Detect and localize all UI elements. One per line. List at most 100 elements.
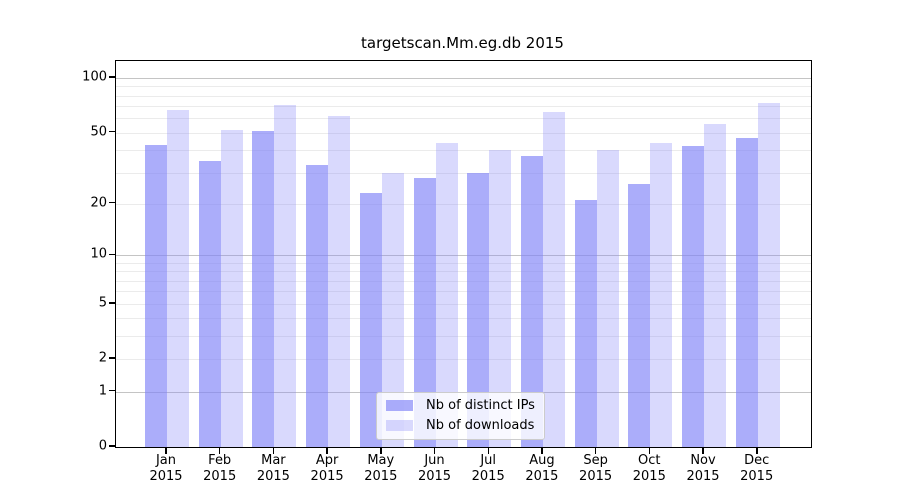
x-tick-mark-nov bbox=[702, 447, 704, 454]
x-tick-year: 2015 bbox=[364, 469, 398, 484]
minor-gridline-40 bbox=[116, 150, 811, 152]
y-tick-mark-10 bbox=[109, 253, 115, 256]
legend-swatch-distinct-ips bbox=[386, 400, 413, 411]
y-tick-mark-20 bbox=[109, 201, 115, 204]
x-tick-year: 2015 bbox=[579, 469, 613, 484]
minor-gridline-4 bbox=[116, 318, 811, 320]
x-tick-month: Jul bbox=[480, 453, 497, 468]
minor-gridline-9 bbox=[116, 262, 811, 264]
bar-ips-sep bbox=[574, 199, 597, 447]
minor-gridline-7 bbox=[116, 280, 811, 282]
minor-gridline-60 bbox=[116, 118, 811, 120]
bar-downloads-jan bbox=[167, 109, 189, 447]
minor-gridline-80 bbox=[116, 95, 811, 97]
bar-downloads-jun bbox=[435, 142, 458, 447]
y-tick-label-20: 20 bbox=[90, 195, 107, 211]
y-tick-label-5: 5 bbox=[98, 295, 107, 311]
x-tick-month: Dec bbox=[744, 453, 770, 468]
bar-ips-jul bbox=[467, 172, 490, 447]
legend-item-downloads: Nb of downloads bbox=[386, 418, 535, 433]
x-tick-month: Aug bbox=[529, 453, 555, 468]
x-tick-label-oct: Oct 2015 bbox=[617, 453, 681, 485]
x-tick-label-mar: Mar 2015 bbox=[241, 453, 305, 485]
y-tick-mark-1 bbox=[109, 389, 115, 392]
x-tick-month: Mar bbox=[261, 453, 286, 468]
x-tick-mark-apr bbox=[326, 447, 328, 454]
minor-gridline-6 bbox=[116, 291, 811, 293]
bar-ips-apr bbox=[306, 165, 329, 447]
bar-downloads-jul bbox=[489, 150, 512, 447]
x-tick-label-jun: Jun 2015 bbox=[403, 453, 467, 485]
x-tick-year: 2015 bbox=[417, 469, 452, 484]
y-tick-label-10: 10 bbox=[90, 246, 107, 262]
x-tick-month: Oct bbox=[638, 453, 661, 468]
gridline-5 bbox=[116, 303, 811, 305]
bar-downloads-nov bbox=[704, 123, 726, 447]
legend-label-downloads: Nb of downloads bbox=[426, 418, 535, 433]
legend: Nb of distinct IPs Nb of downloads bbox=[376, 392, 545, 440]
bar-downloads-apr bbox=[328, 115, 351, 447]
y-tick-mark-50 bbox=[109, 130, 115, 133]
x-tick-year: 2015 bbox=[632, 469, 666, 484]
y-tick-label-1: 1 bbox=[98, 383, 107, 399]
x-tick-mark-sep bbox=[594, 447, 597, 454]
x-tick-mark-mar bbox=[272, 447, 275, 454]
plot-area: Nb of distinct IPs Nb of downloads bbox=[115, 60, 812, 448]
gridline-50 bbox=[116, 132, 811, 134]
x-tick-mark-may bbox=[380, 447, 382, 454]
y-tick-mark-2 bbox=[109, 357, 115, 359]
x-tick-month: Nov bbox=[690, 453, 716, 468]
x-tick-mark-jan bbox=[165, 447, 167, 454]
y-tick-label-0: 0 bbox=[98, 438, 107, 454]
x-tick-mark-dec bbox=[756, 447, 758, 454]
bar-ips-dec bbox=[735, 137, 758, 447]
gridline-100 bbox=[116, 78, 811, 79]
y-tick-mark-100 bbox=[109, 76, 115, 78]
x-tick-year: 2015 bbox=[471, 469, 505, 484]
y-tick-label-100: 100 bbox=[82, 69, 107, 85]
x-tick-mark-jun bbox=[433, 447, 436, 454]
y-tick-label-2: 2 bbox=[98, 350, 107, 366]
bar-ips-may bbox=[359, 192, 382, 447]
x-tick-month: Sep bbox=[583, 453, 608, 468]
minor-gridline-90 bbox=[116, 86, 811, 88]
minor-gridline-3 bbox=[116, 336, 811, 338]
bar-downloads-mar bbox=[274, 105, 297, 447]
x-tick-month: Jun bbox=[424, 453, 445, 468]
x-tick-label-dec: Dec 2015 bbox=[725, 453, 789, 485]
bar-ips-oct bbox=[628, 183, 651, 447]
gridline-2 bbox=[116, 359, 811, 361]
minor-gridline-8 bbox=[116, 271, 811, 273]
x-tick-label-sep: Sep 2015 bbox=[564, 453, 628, 485]
bar-ips-jun bbox=[413, 177, 436, 447]
legend-label-distinct-ips: Nb of distinct IPs bbox=[426, 398, 535, 413]
x-tick-year: 2015 bbox=[310, 469, 344, 484]
x-tick-year: 2015 bbox=[525, 469, 559, 484]
x-tick-month: May bbox=[367, 453, 395, 468]
x-tick-mark-aug bbox=[541, 447, 543, 454]
x-tick-label-nov: Nov 2015 bbox=[671, 453, 735, 485]
x-tick-mark-jul bbox=[487, 447, 489, 454]
bar-downloads-aug bbox=[542, 112, 565, 447]
x-tick-year: 2015 bbox=[686, 469, 720, 484]
x-tick-year: 2015 bbox=[740, 469, 774, 484]
bar-ips-aug bbox=[520, 156, 543, 447]
gridline-20 bbox=[116, 203, 811, 205]
bar-ips-jan bbox=[145, 144, 167, 447]
x-tick-label-jul: Jul 2015 bbox=[456, 453, 520, 485]
bar-downloads-oct bbox=[650, 142, 673, 447]
x-tick-label-aug: Aug 2015 bbox=[510, 453, 574, 485]
x-tick-year: 2015 bbox=[149, 469, 183, 484]
x-tick-month: Apr bbox=[315, 453, 339, 468]
legend-item-distinct-ips: Nb of distinct IPs bbox=[386, 398, 535, 413]
legend-swatch-downloads bbox=[386, 420, 413, 431]
bar-downloads-dec bbox=[757, 102, 780, 447]
x-tick-mark-oct bbox=[648, 447, 650, 454]
bar-downloads-may bbox=[381, 172, 404, 447]
x-tick-label-apr: Apr 2015 bbox=[295, 453, 359, 485]
x-tick-year: 2015 bbox=[256, 469, 290, 484]
x-tick-year: 2015 bbox=[203, 469, 237, 484]
bar-ips-mar bbox=[252, 131, 275, 447]
bar-downloads-sep bbox=[596, 150, 619, 447]
